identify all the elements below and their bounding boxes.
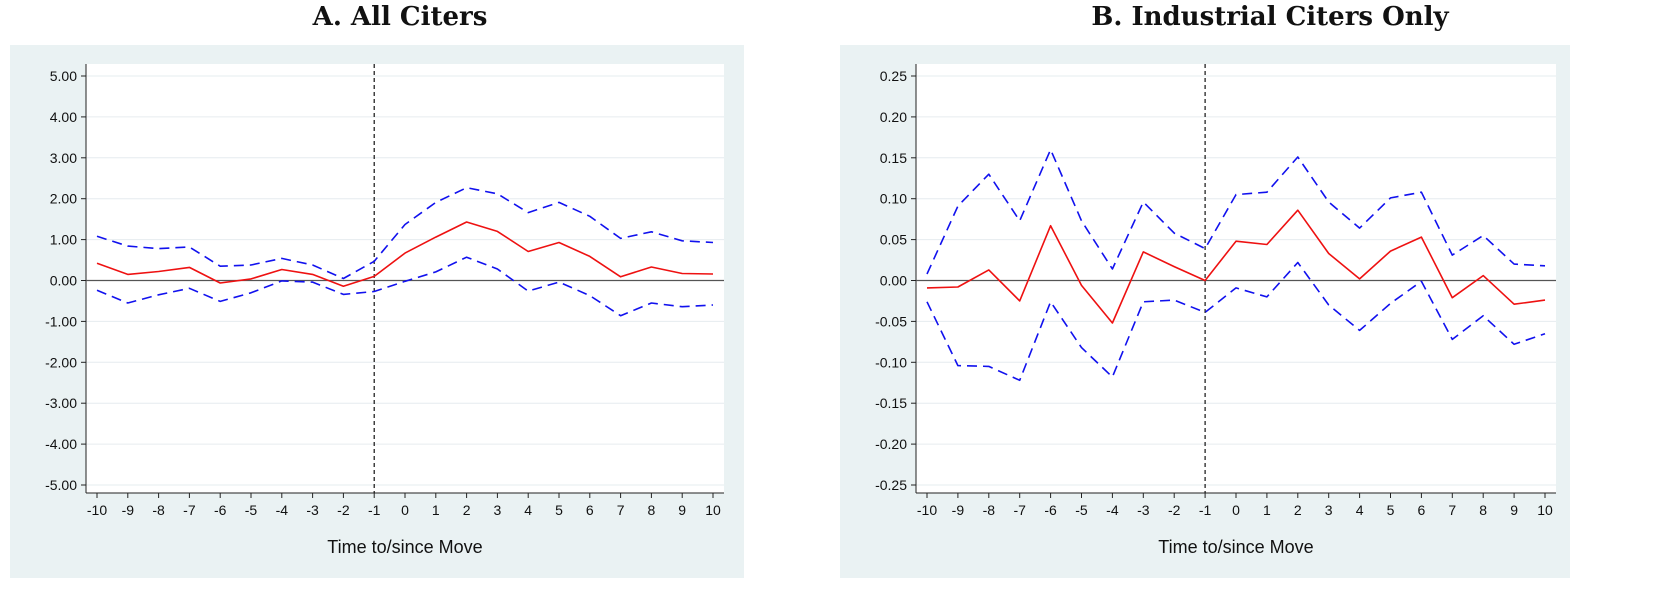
panel-a-y-tick-label: -5.00 xyxy=(45,477,77,493)
panel-a-x-tick-label: -9 xyxy=(122,502,135,518)
panel-a-x-tick-label: 3 xyxy=(494,502,502,518)
panel-b-x-tick-label: 10 xyxy=(1537,502,1553,518)
panel-a-lower-ci-line xyxy=(96,256,714,317)
panel-b-plot-area xyxy=(916,64,1556,493)
panel-b-upper-ci-line xyxy=(926,148,1546,275)
panel-a-x-tick-label: -5 xyxy=(245,502,258,518)
panel-b-y-tick-label: -0.25 xyxy=(875,477,907,493)
panel-b-y-tick-label: -0.10 xyxy=(875,354,907,370)
panel-a-y-tick-label: 2.00 xyxy=(50,191,77,207)
panel-a-x-tick-label: 6 xyxy=(586,502,594,518)
panel-a-x-tick-label: 0 xyxy=(401,502,409,518)
panel-b-x-tick-label: 0 xyxy=(1232,502,1240,518)
panel-a-x-tick-label: -2 xyxy=(337,502,350,518)
panel-b-x-tick-label: 4 xyxy=(1356,502,1364,518)
panel-b-y-tick-label: 0.10 xyxy=(880,191,907,207)
panel-b-y-tick-label: 0.00 xyxy=(880,273,907,289)
panel-a-y-tick-label: 0.00 xyxy=(50,273,77,289)
panel-a-x-tick-label: 8 xyxy=(648,502,656,518)
panel-b-x-tick-label: 2 xyxy=(1294,502,1302,518)
panel-a-x-tick-label: -10 xyxy=(87,502,107,518)
panel-a-y-tick-label: 4.00 xyxy=(50,109,77,125)
panel-a-x-tick-label: 7 xyxy=(617,502,625,518)
panel-a-y-tick-label: 5.00 xyxy=(50,68,77,84)
panel-b-x-tick-label: 6 xyxy=(1418,502,1426,518)
panel-a-upper-ci-line xyxy=(96,186,714,280)
panel-b-x-tick-label: -7 xyxy=(1013,502,1026,518)
panel-a-x-tick-label: -1 xyxy=(368,502,381,518)
panel-a-y-tick-label: -3.00 xyxy=(45,395,77,411)
panel-a-x-tick-label: 5 xyxy=(555,502,563,518)
panel-b-x-tick-label: -6 xyxy=(1044,502,1057,518)
panel-b-x-tick-label: 8 xyxy=(1479,502,1487,518)
panel-b-x-tick-label: 5 xyxy=(1387,502,1395,518)
panel-b-y-tick-label: 0.20 xyxy=(880,109,907,125)
panel-a-title: A. All Citers xyxy=(312,2,488,32)
panel-b-y-tick-label: -0.15 xyxy=(875,395,907,411)
panel-a-x-tick-label: 2 xyxy=(463,502,471,518)
panel-a-y-tick-label: -4.00 xyxy=(45,436,77,452)
panel-a-y-tick-label: -2.00 xyxy=(45,354,77,370)
panel-b-x-tick-label: -8 xyxy=(983,502,996,518)
panel-b-x-tick-label: 3 xyxy=(1325,502,1333,518)
panel-a-x-tick-label: 1 xyxy=(432,502,440,518)
panel-b-x-tick-label: -10 xyxy=(917,502,937,518)
panel-b-y-tick-label: -0.05 xyxy=(875,313,907,329)
panel-a-x-tick-label: -3 xyxy=(306,502,319,518)
panel-b-y-tick-label: 0.15 xyxy=(880,150,907,166)
panel-b-x-tick-label: 9 xyxy=(1510,502,1518,518)
panel-a-x-tick-label: 9 xyxy=(678,502,686,518)
panel-a-x-axis-title: Time to/since Move xyxy=(327,537,482,557)
panel-b-title: B. Industrial Citers Only xyxy=(1091,2,1449,32)
panel-a-x-tick-label: -6 xyxy=(214,502,227,518)
panel-b-x-axis-title: Time to/since Move xyxy=(1158,537,1313,557)
panel-b-x-tick-label: 7 xyxy=(1448,502,1456,518)
panel-b-y-tick-label: 0.25 xyxy=(880,68,907,84)
panel-b-lower-ci-line xyxy=(926,261,1546,382)
panel-a-x-tick-label: -8 xyxy=(152,502,165,518)
panel-b-estimate-line xyxy=(926,209,1546,324)
panel-b-x-tick-label: -1 xyxy=(1199,502,1212,518)
panel-b-x-tick-label: -5 xyxy=(1075,502,1088,518)
panel-b-y-tick-label: -0.20 xyxy=(875,436,907,452)
panel-a-x-tick-label: -7 xyxy=(183,502,196,518)
panel-a-y-tick-label: 1.00 xyxy=(50,232,77,248)
panel-b-x-tick-label: 1 xyxy=(1263,502,1271,518)
panel-b-x-tick-label: -3 xyxy=(1137,502,1150,518)
panel-a-y-tick-label: 3.00 xyxy=(50,150,77,166)
panel-b-x-tick-label: -9 xyxy=(952,502,965,518)
panel-b-x-tick-label: -4 xyxy=(1106,502,1119,518)
panel-b-y-tick-label: 0.05 xyxy=(880,232,907,248)
panel-a-x-tick-label: 4 xyxy=(524,502,532,518)
panel-b-x-tick-label: -2 xyxy=(1168,502,1181,518)
panel-a-x-tick-label: 10 xyxy=(705,502,721,518)
panel-a-plot-area xyxy=(86,64,724,493)
panel-a-x-tick-label: -4 xyxy=(276,502,289,518)
panel-a-estimate-line xyxy=(96,221,714,288)
panel-a-y-tick-label: -1.00 xyxy=(45,313,77,329)
